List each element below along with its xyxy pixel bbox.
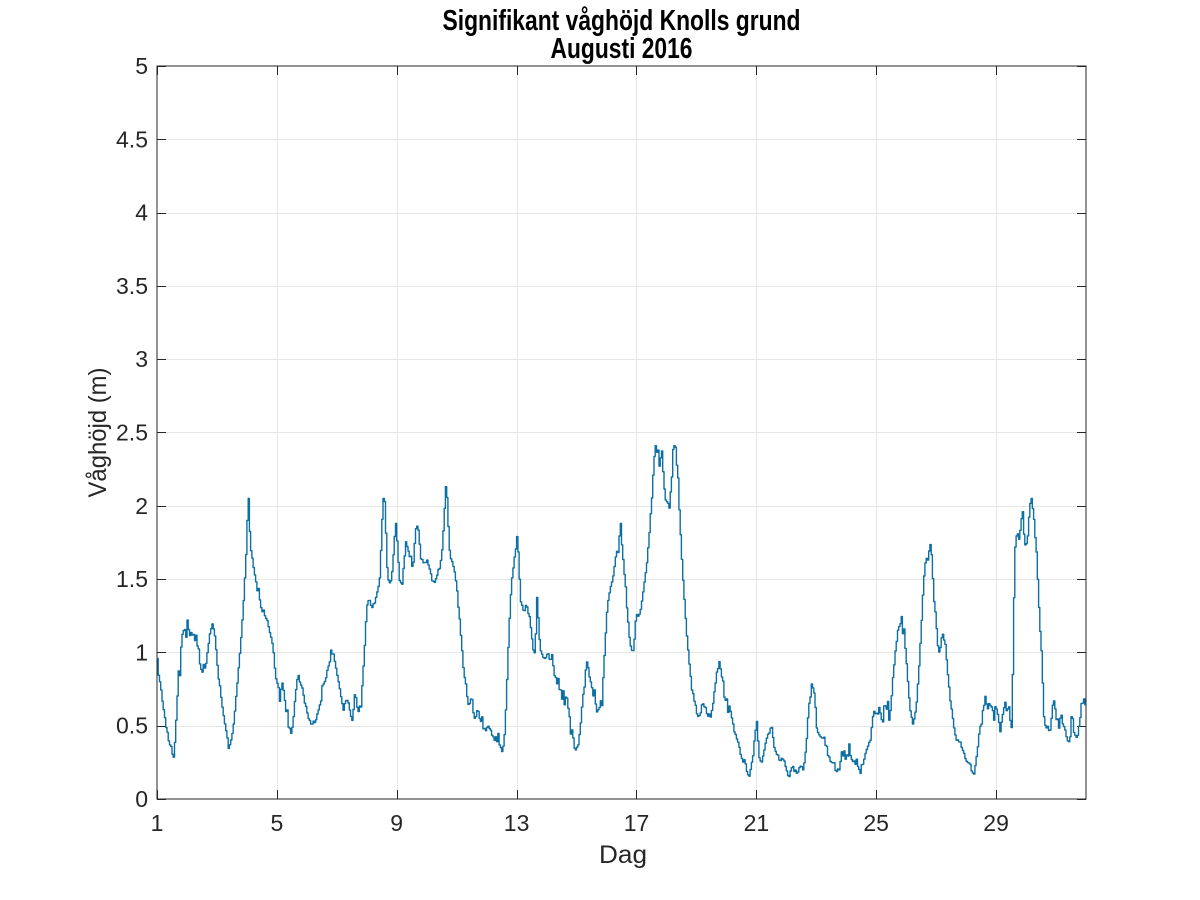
svg-text:21: 21 (744, 810, 770, 836)
svg-text:0.5: 0.5 (116, 713, 148, 739)
svg-text:29: 29 (983, 810, 1009, 836)
svg-text:Augusti 2016: Augusti 2016 (551, 33, 693, 65)
svg-text:3.5: 3.5 (116, 273, 148, 299)
svg-text:2.5: 2.5 (116, 420, 148, 446)
svg-text:0: 0 (135, 786, 148, 812)
svg-text:2: 2 (135, 493, 148, 519)
svg-text:25: 25 (863, 810, 889, 836)
svg-text:17: 17 (624, 810, 650, 836)
svg-text:4.5: 4.5 (116, 126, 148, 152)
svg-text:1: 1 (135, 639, 148, 665)
svg-text:9: 9 (390, 810, 403, 836)
svg-text:Våghöjd (m): Våghöjd (m) (84, 368, 112, 498)
svg-text:Signifikant våghöjd Knolls gru: Signifikant våghöjd Knolls grund (443, 5, 801, 37)
svg-text:5: 5 (135, 53, 148, 79)
svg-text:Dag: Dag (599, 841, 647, 869)
svg-text:5: 5 (271, 810, 284, 836)
svg-text:1.5: 1.5 (116, 566, 148, 592)
svg-text:13: 13 (504, 810, 530, 836)
svg-text:4: 4 (135, 200, 148, 226)
svg-text:1: 1 (151, 810, 164, 836)
svg-text:3: 3 (135, 346, 148, 372)
